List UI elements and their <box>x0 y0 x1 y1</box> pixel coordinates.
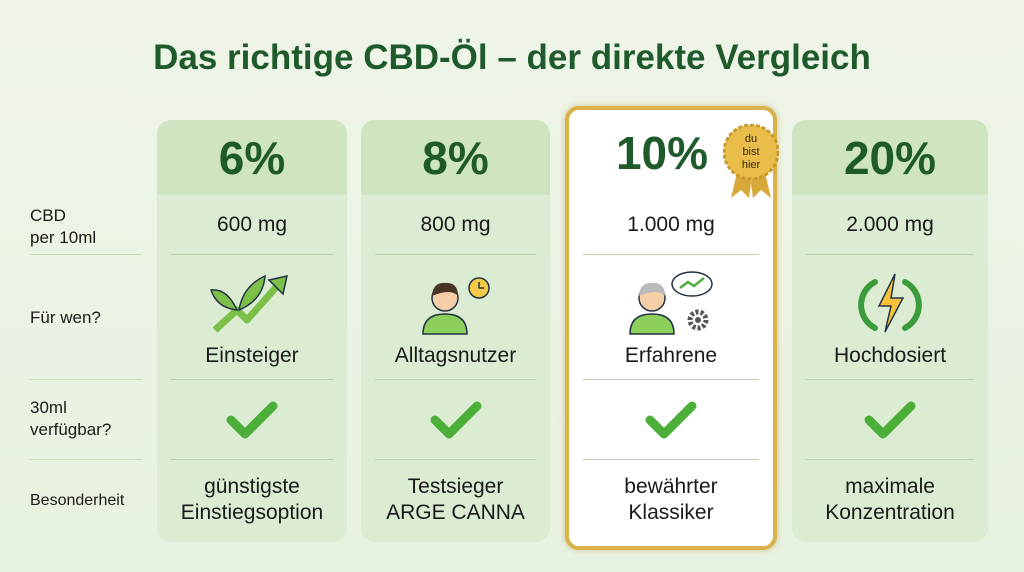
divider <box>30 379 142 380</box>
divider <box>375 379 536 380</box>
senior-person-thought-gear-icon <box>626 270 716 343</box>
column-8-percent: 8% 800 mg Alltagsnutzer Testsieger ARGE C… <box>361 120 550 542</box>
special-line: Konzentration <box>825 501 955 524</box>
label-line: per 10ml <box>30 228 97 247</box>
audience-label: Hochdosiert <box>833 343 947 367</box>
divider <box>171 379 333 380</box>
percent-header: 20% <box>792 120 988 195</box>
audience-cell: Erfahrene <box>583 260 759 378</box>
audience-label: Erfahrene <box>624 343 718 367</box>
check-icon <box>806 382 974 458</box>
leaf-growth-arrow-icon <box>207 270 297 343</box>
mg-value: 600 mg <box>216 213 288 236</box>
special-line: Klassiker <box>628 501 714 524</box>
divider <box>583 379 759 380</box>
check-icon <box>583 382 759 458</box>
divider <box>171 254 333 255</box>
column-10-percent: 10% du bist hier 1.000 mg Erfahrene bewähr… <box>565 106 779 550</box>
divider <box>806 459 974 460</box>
special-line: Testsieger <box>407 475 504 498</box>
special-line: maximale <box>845 475 935 498</box>
divider <box>30 254 142 255</box>
divider <box>30 459 142 460</box>
divider <box>171 459 333 460</box>
check-icon <box>375 382 536 458</box>
divider <box>583 254 759 255</box>
page-title: Das richtige CBD-Öl – der direkte Vergle… <box>153 38 871 77</box>
audience-cell: Einsteiger <box>171 260 333 378</box>
special-cell: maximale Konzentration <box>806 465 974 535</box>
row-label-available: 30ml verfügbar? <box>30 397 111 441</box>
special-cell: bewährter Klassiker <box>583 465 759 535</box>
audience-label: Alltagsnutzer <box>394 343 517 367</box>
divider <box>806 254 974 255</box>
divider <box>806 379 974 380</box>
special-line: bewährter <box>624 475 718 498</box>
label-line: CBD <box>30 206 66 225</box>
divider <box>375 459 536 460</box>
svg-text:du: du <box>745 133 757 145</box>
divider <box>583 459 759 460</box>
audience-label: Einsteiger <box>205 343 299 367</box>
column-6-percent: 6% 600 mg Einsteiger günstigste Einstiegs… <box>157 120 347 542</box>
special-line: ARGE CANNA <box>386 501 525 524</box>
label-line: 30ml <box>30 398 67 417</box>
percent-header: 8% <box>361 120 550 195</box>
column-20-percent: 20% 2.000 mg Hochdosiert maximale Konzent… <box>792 120 988 542</box>
percent-header: 6% <box>157 120 347 195</box>
svg-text:hier: hier <box>742 159 761 171</box>
divider <box>375 254 536 255</box>
mg-value: 800 mg <box>420 213 491 236</box>
check-icon <box>171 382 333 458</box>
person-clock-icon <box>411 270 501 343</box>
row-label-for-whom: Für wen? <box>30 308 101 327</box>
special-line: Einstiegsoption <box>180 501 324 524</box>
row-label-cbd: CBD per 10ml <box>30 205 96 249</box>
label-line: verfügbar? <box>30 420 112 439</box>
special-cell: Testsieger ARGE CANNA <box>375 465 536 535</box>
svg-text:bist: bist <box>742 146 759 158</box>
audience-cell: Alltagsnutzer <box>375 260 536 378</box>
row-label-special: Besonderheit <box>30 492 125 509</box>
mg-value: 2.000 mg <box>846 213 934 236</box>
mg-value: 1.000 mg <box>627 213 715 236</box>
lightning-power-icon <box>845 270 935 343</box>
special-line: günstigste <box>204 475 300 498</box>
special-cell: günstigste Einstiegsoption <box>171 465 333 535</box>
audience-cell: Hochdosiert <box>806 260 974 378</box>
